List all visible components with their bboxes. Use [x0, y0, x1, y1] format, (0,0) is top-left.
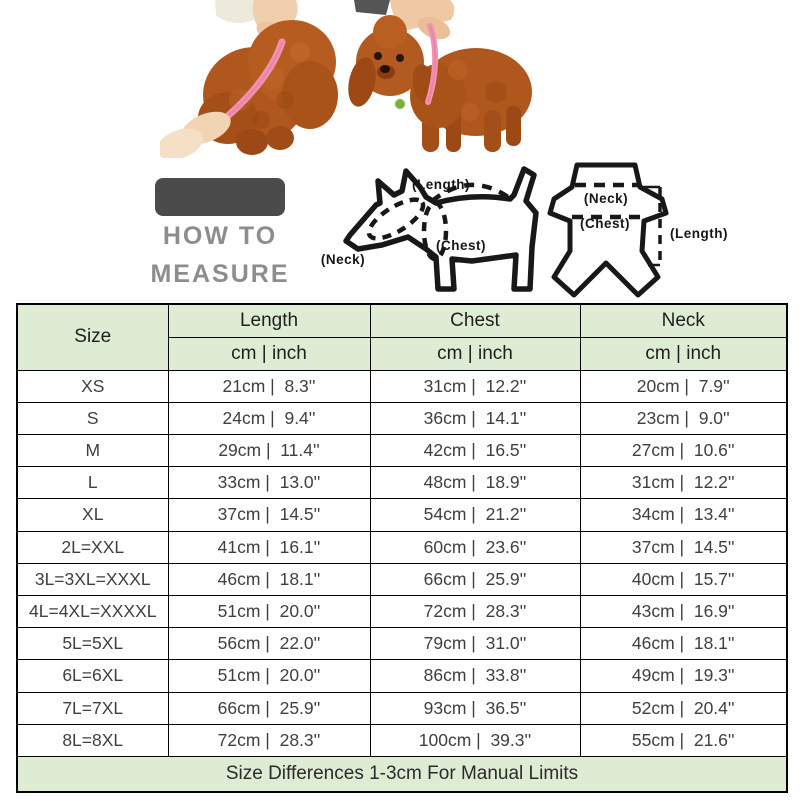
- measurement-cell: 56cm | 22.0'': [167, 627, 371, 661]
- measurement-cell: 31cm | 12.2'': [369, 369, 581, 403]
- measurement-cell: 66cm | 25.9'': [167, 691, 371, 725]
- table-row: M 29cm | 11.4'' 42cm | 16.5'' 27cm | 10.6'': [16, 433, 788, 468]
- subheader-length-units: cm | inch: [167, 336, 371, 371]
- table-row: 4L=4XL=XXXXL 51cm | 20.0'' 72cm | 28.3'' 43…: [16, 594, 788, 629]
- measurement-cell: 34cm | 13.4'': [579, 498, 788, 532]
- measurement-cell: 41cm | 16.1'': [167, 530, 371, 564]
- col-header-length: Length: [167, 303, 371, 338]
- garment-neck-label: (Neck): [583, 191, 629, 206]
- dog-outline: [343, 166, 539, 292]
- subheader-neck-units: cm | inch: [579, 336, 788, 371]
- dark-label-badge: [155, 178, 285, 216]
- table-row: 2L=XXL 41cm | 16.1'' 60cm | 23.6'' 37cm | 1…: [16, 530, 788, 564]
- col-header-chest: Chest: [369, 303, 581, 338]
- size-cell: XS: [16, 369, 169, 403]
- measurement-cell: 37cm | 14.5'': [579, 530, 788, 564]
- measurement-cell: 24cm | 9.4'': [167, 401, 371, 435]
- size-cell: 6L=6XL: [16, 659, 169, 693]
- measurement-cell: 48cm | 18.9'': [369, 466, 581, 500]
- measurement-cell: 93cm | 36.5'': [369, 691, 581, 725]
- how-to-text-line2: MEASURE: [150, 260, 290, 288]
- length-guide-ticks: [642, 185, 660, 267]
- measurement-cell: 52cm | 20.4'': [579, 691, 788, 725]
- garment-chest-label: (Chest): [580, 216, 630, 231]
- size-cell: 3L=3XL=XXXL: [16, 562, 169, 596]
- measurement-cell: 72cm | 28.3'': [369, 594, 581, 629]
- measurement-cell: 79cm | 31.0'': [369, 627, 581, 661]
- measurement-cell: 100cm | 39.3'': [369, 723, 581, 758]
- subheader-chest-units: cm | inch: [369, 336, 581, 371]
- table-row: 7L=7XL 66cm | 25.9'' 93cm | 36.5'' 52cm | 2…: [16, 691, 788, 725]
- measurement-cell: 42cm | 16.5'': [369, 433, 581, 468]
- table-row: XL 37cm | 14.5'' 54cm | 21.2'' 34cm | 13.4'…: [16, 498, 788, 532]
- measurement-cell: 37cm | 14.5'': [167, 498, 371, 532]
- dog-measurement-diagram: [343, 166, 539, 292]
- measurement-cell: 54cm | 21.2'': [369, 498, 581, 532]
- clipper-dark-object: [354, 0, 390, 15]
- garment-length-label: (Length): [670, 226, 728, 241]
- table-row: L 33cm | 13.0'' 48cm | 18.9'' 31cm | 12.2'': [16, 466, 788, 500]
- table-subheader-row: cm | inch cm | inch cm | inch: [17, 336, 788, 371]
- table-footer-note: Size Differences 1-3cm For Manual Limits: [16, 756, 788, 793]
- photo-measuring-neck: [348, 0, 532, 152]
- measurement-cell: 21cm | 8.3'': [167, 369, 371, 403]
- size-cell: S: [16, 401, 169, 435]
- size-cell: M: [16, 433, 169, 468]
- measurement-cell: 33cm | 13.0'': [167, 466, 371, 500]
- size-cell: L: [16, 466, 169, 500]
- table-row: 3L=3XL=XXXL 46cm | 18.1'' 66cm | 25.9'' 40c…: [16, 562, 788, 596]
- table-row: 6L=6XL 51cm | 20.0'' 86cm | 33.8'' 49cm | 1…: [16, 659, 788, 693]
- owner-arm: [354, 0, 455, 40]
- measurement-cell: 29cm | 11.4'': [167, 433, 371, 468]
- measurement-cell: 60cm | 23.6'': [369, 530, 581, 564]
- measurement-cell: 46cm | 18.1'': [167, 562, 371, 596]
- table-footer-row: Size Differences 1-3cm For Manual Limits: [16, 756, 788, 793]
- measurement-cell: 49cm | 19.3'': [579, 659, 788, 693]
- size-table-body: XS 21cm | 8.3'' 31cm | 12.2'' 20cm | 7.9'' S…: [16, 369, 788, 758]
- measurement-cell: 55cm | 21.6'': [579, 723, 788, 758]
- measurement-cell: 46cm | 18.1'': [579, 627, 788, 661]
- measurement-cell: 51cm | 20.0'': [167, 594, 371, 629]
- dog-chest-label: (Chest): [436, 238, 486, 253]
- measurement-cell: 43cm | 16.9'': [579, 594, 788, 629]
- neck-dashed-loop: [366, 197, 426, 241]
- size-cell: 4L=4XL=XXXXL: [16, 594, 169, 629]
- photo-measuring-back-length: [160, 0, 338, 158]
- table-row: 8L=8XL 72cm | 28.3'' 100cm | 39.3'' 55cm | …: [16, 723, 788, 758]
- size-table: Size Length Chest Neck cm | inch cm | in…: [16, 303, 788, 793]
- table-row: XS 21cm | 8.3'' 31cm | 12.2'' 20cm | 7.9'': [16, 369, 788, 403]
- size-cell: 8L=8XL: [16, 723, 169, 758]
- owner-hand-bottom: [160, 111, 231, 158]
- measurement-cell: 23cm | 9.0'': [579, 401, 788, 435]
- garment-measurement-diagram: [547, 162, 669, 298]
- collar-tag: [395, 99, 405, 109]
- garment-outline: [547, 162, 669, 298]
- col-header-size: Size: [16, 303, 169, 371]
- measurement-cell: 20cm | 7.9'': [579, 369, 788, 403]
- size-cell: 5L=5XL: [16, 627, 169, 661]
- measurement-cell: 40cm | 15.7'': [579, 562, 788, 596]
- measurement-cell: 86cm | 33.8'': [369, 659, 581, 693]
- table-row: S 24cm | 9.4'' 36cm | 14.1'' 23cm | 9.0'': [16, 401, 788, 435]
- col-header-neck: Neck: [579, 303, 788, 338]
- size-cell: 2L=XXL: [16, 530, 169, 564]
- measurement-cell: 31cm | 12.2'': [579, 466, 788, 500]
- length-dashed-arc: [430, 182, 510, 203]
- how-to-text-line1: HOW TO: [162, 222, 278, 250]
- measurement-cell: 66cm | 25.9'': [369, 562, 581, 596]
- measurement-cell: 36cm | 14.1'': [369, 401, 581, 435]
- dog-standing: [348, 15, 532, 152]
- measurement-cell: 51cm | 20.0'': [167, 659, 371, 693]
- chest-dashed-loop: [421, 200, 449, 262]
- dog-length-label: (Length): [412, 177, 470, 192]
- dog-neck-label: (Neck): [320, 252, 366, 267]
- table-header-row: Size Length Chest Neck: [16, 303, 788, 371]
- size-cell: 7L=7XL: [16, 691, 169, 725]
- size-cell: XL: [16, 498, 169, 532]
- measurement-cell: 27cm | 10.6'': [579, 433, 788, 468]
- measurement-cell: 72cm | 28.3'': [167, 723, 371, 758]
- table-row: 5L=5XL 56cm | 22.0'' 79cm | 31.0'' 46cm | 1…: [16, 627, 788, 661]
